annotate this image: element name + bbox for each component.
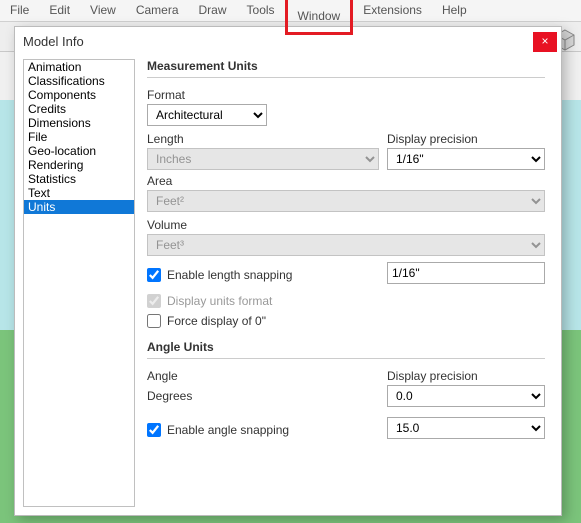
area-select: Feet²	[147, 190, 545, 212]
menu-extensions[interactable]: Extensions	[353, 0, 432, 21]
menu-edit[interactable]: Edit	[39, 0, 80, 21]
sidebar-item-credits[interactable]: Credits	[24, 102, 134, 116]
angle-label: Angle	[147, 369, 379, 383]
menu-file[interactable]: File	[0, 0, 39, 21]
menu-draw[interactable]: Draw	[189, 0, 237, 21]
sidebar-item-rendering[interactable]: Rendering	[24, 158, 134, 172]
precision-label: Display precision	[387, 132, 545, 146]
units-panel: Measurement Units Format Architectural L…	[135, 59, 553, 507]
sidebar-item-file[interactable]: File	[24, 130, 134, 144]
measurement-heading: Measurement Units	[147, 59, 545, 73]
angle-snap-checkbox[interactable]	[147, 423, 161, 437]
force-zero-label: Force display of 0"	[167, 314, 266, 328]
angle-snap-label: Enable angle snapping	[167, 423, 289, 437]
length-snap-input[interactable]	[387, 262, 545, 284]
volume-select: Feet³	[147, 234, 545, 256]
angle-heading: Angle Units	[147, 340, 545, 354]
sidebar-item-geo-location[interactable]: Geo-location	[24, 144, 134, 158]
angle-precision-select[interactable]: 0.0	[387, 385, 545, 407]
sidebar-item-classifications[interactable]: Classifications	[24, 74, 134, 88]
length-snap-label: Enable length snapping	[167, 268, 292, 282]
volume-label: Volume	[147, 218, 545, 232]
sidebar-item-text[interactable]: Text	[24, 186, 134, 200]
sidebar-item-statistics[interactable]: Statistics	[24, 172, 134, 186]
sidebar-item-units[interactable]: Units	[24, 200, 134, 214]
length-select: Inches	[147, 148, 379, 170]
length-snap-checkbox[interactable]	[147, 268, 161, 282]
force-zero-checkbox[interactable]	[147, 314, 161, 328]
units-format-label: Display units format	[167, 294, 272, 308]
sidebar-item-components[interactable]: Components	[24, 88, 134, 102]
length-label: Length	[147, 132, 379, 146]
angle-value: Degrees	[147, 385, 379, 407]
precision-select[interactable]: 1/16"	[387, 148, 545, 170]
angle-precision-label: Display precision	[387, 369, 545, 383]
menu-camera[interactable]: Camera	[126, 0, 189, 21]
dialog-title: Model Info	[23, 34, 84, 49]
menu-window[interactable]: Window	[285, 0, 354, 35]
menu-tools[interactable]: Tools	[237, 0, 285, 21]
menu-help[interactable]: Help	[432, 0, 477, 21]
sidebar-item-animation[interactable]: Animation	[24, 60, 134, 74]
format-label: Format	[147, 88, 545, 102]
area-label: Area	[147, 174, 545, 188]
close-button[interactable]: ×	[533, 32, 557, 52]
angle-snap-select[interactable]: 15.0	[387, 417, 545, 439]
menubar: FileEditViewCameraDrawToolsWindowExtensi…	[0, 0, 581, 22]
units-format-checkbox	[147, 294, 161, 308]
menu-view[interactable]: View	[80, 0, 126, 21]
sidebar-item-dimensions[interactable]: Dimensions	[24, 116, 134, 130]
category-list[interactable]: AnimationClassificationsComponentsCredit…	[23, 59, 135, 507]
format-select[interactable]: Architectural	[147, 104, 267, 126]
model-info-dialog: Model Info × AnimationClassificationsCom…	[14, 26, 562, 516]
